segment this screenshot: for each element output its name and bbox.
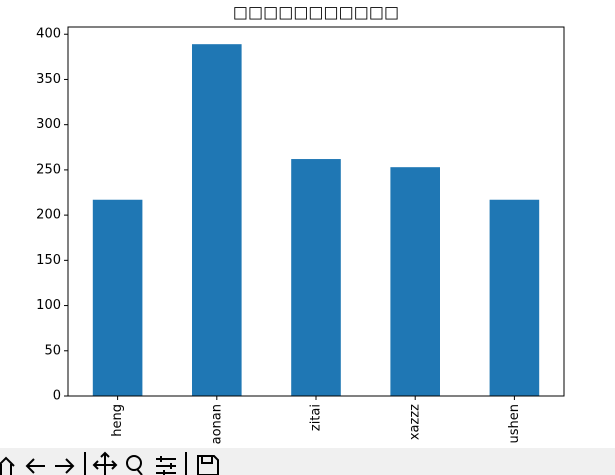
y-tick-label: 100	[36, 298, 61, 313]
y-tick-label: 250	[36, 162, 61, 177]
y-tick-label: 350	[36, 72, 61, 87]
icon	[25, 458, 45, 474]
toolbar	[0, 448, 615, 475]
home-button[interactable]	[0, 450, 18, 475]
bar	[192, 44, 242, 396]
y-tick-label: 50	[44, 343, 61, 358]
button-area	[22, 450, 48, 475]
zoom-button[interactable]	[122, 450, 148, 475]
y-tick-label: 150	[36, 253, 61, 268]
button-area	[51, 450, 77, 475]
chart-title: □□□□□□□□□□□	[233, 3, 399, 22]
bar	[390, 167, 440, 396]
bar	[489, 199, 540, 396]
forward-button[interactable]	[51, 450, 77, 475]
y-tick-label: 200	[36, 208, 61, 223]
x-tick-label: zitai	[309, 404, 324, 431]
pan-button[interactable]	[92, 450, 118, 475]
y-tick-label: 300	[36, 117, 61, 132]
y-tick-label: 400	[36, 27, 61, 42]
y-tick-label: 0	[53, 389, 61, 404]
back-button[interactable]	[22, 450, 48, 475]
icon	[0, 456, 15, 475]
axes-frame	[67, 26, 565, 397]
bar	[92, 199, 143, 396]
button-area	[122, 450, 148, 475]
icon	[55, 458, 75, 474]
x-tick-label: ushen	[507, 404, 522, 444]
configure-button[interactable]	[152, 450, 178, 475]
x-tick-label: xazzz	[408, 404, 423, 440]
icon	[92, 451, 118, 475]
save-button[interactable]	[194, 450, 220, 475]
x-tick-label: aonan	[209, 404, 224, 444]
x-tick-label: heng	[110, 404, 125, 437]
toolbar-background	[0, 448, 615, 475]
icon	[197, 455, 219, 475]
icon	[126, 455, 143, 475]
bar	[291, 159, 341, 396]
icon	[156, 456, 176, 475]
